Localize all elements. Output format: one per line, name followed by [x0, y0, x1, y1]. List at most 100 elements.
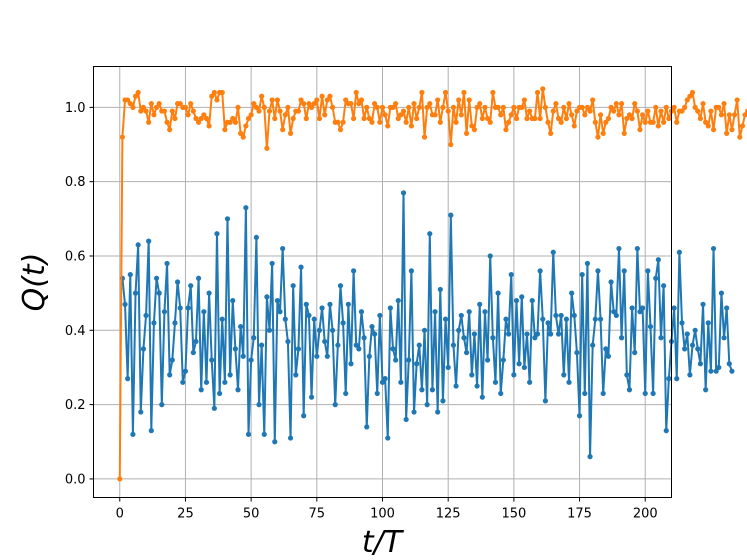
data-point: [390, 346, 396, 352]
data-point: [506, 119, 512, 125]
data-point: [611, 108, 617, 114]
data-point: [219, 316, 225, 322]
data-point: [364, 104, 370, 110]
data-point: [513, 297, 520, 304]
data-point: [146, 119, 152, 125]
data-point: [558, 312, 564, 319]
data-point: [411, 409, 417, 415]
data-point: [663, 428, 669, 434]
data-point: [655, 123, 661, 129]
data-point: [351, 115, 357, 122]
data-point: [613, 312, 619, 319]
data-point: [227, 372, 233, 378]
data-point: [718, 290, 725, 296]
data-point: [245, 431, 252, 437]
data-point: [188, 283, 194, 289]
data-point: [574, 108, 580, 114]
data-point: [674, 376, 680, 382]
data-point: [130, 104, 136, 110]
data-point: [603, 346, 609, 352]
data-point: [597, 316, 604, 322]
data-point: [500, 357, 506, 363]
x-tick-label: 100: [370, 507, 395, 522]
data-point: [682, 346, 688, 352]
data-point: [731, 112, 738, 118]
data-point: [298, 264, 304, 270]
data-point: [587, 454, 593, 460]
data-point: [477, 101, 483, 107]
data-point: [435, 97, 441, 103]
data-point: [724, 130, 730, 136]
data-point: [185, 305, 191, 311]
data-point: [172, 115, 178, 122]
grid: [93, 66, 672, 498]
data-point: [458, 112, 464, 118]
data-point: [211, 89, 217, 96]
data-point: [161, 309, 168, 315]
data-point: [306, 101, 312, 107]
data-point: [379, 104, 386, 110]
data-point: [366, 353, 372, 359]
data-point: [156, 101, 162, 107]
data-point: [490, 335, 496, 341]
data-point: [353, 89, 359, 96]
x-tick-label: 0: [116, 507, 124, 522]
data-point: [348, 361, 354, 367]
data-point: [566, 101, 572, 107]
data-point: [201, 309, 207, 315]
data-point: [448, 141, 454, 148]
data-point: [151, 112, 157, 118]
data-point: [537, 115, 543, 122]
data-point: [608, 104, 614, 110]
data-point: [122, 301, 128, 307]
data-point: [287, 130, 294, 136]
data-point: [626, 387, 633, 393]
data-point: [658, 335, 664, 341]
data-point: [248, 357, 254, 363]
data-point: [640, 112, 646, 118]
data-point: [729, 368, 735, 374]
data-point: [398, 379, 404, 385]
data-point: [203, 379, 210, 385]
data-point: [695, 346, 701, 352]
data-point: [456, 327, 462, 333]
data-point: [716, 364, 722, 371]
data-point: [366, 115, 372, 122]
data-point: [253, 234, 259, 241]
data-point: [427, 231, 433, 237]
data-point: [645, 268, 651, 274]
data-point: [482, 309, 488, 315]
data-point: [180, 379, 186, 385]
data-point: [272, 439, 278, 445]
data-point: [453, 119, 459, 125]
data-point: [637, 309, 643, 315]
data-point: [127, 101, 133, 107]
data-point: [600, 130, 606, 136]
data-point: [308, 394, 315, 400]
data-point: [671, 104, 677, 110]
data-point: [624, 372, 630, 378]
data-point: [167, 127, 173, 133]
data-point: [532, 335, 538, 341]
data-point: [316, 327, 323, 333]
x-tick-label: 50: [243, 507, 260, 522]
data-point: [708, 108, 714, 114]
data-point: [277, 108, 283, 114]
data-point: [400, 190, 407, 196]
data-point: [298, 97, 304, 103]
data-point: [590, 97, 596, 103]
data-point: [125, 376, 131, 382]
data-point: [280, 127, 286, 133]
data-point: [345, 301, 351, 307]
data-point: [416, 342, 422, 348]
data-point: [705, 123, 711, 129]
data-point: [385, 123, 391, 129]
series-2-line: [118, 87, 747, 479]
data-point: [224, 216, 231, 222]
data-point: [358, 97, 365, 103]
data-point: [479, 115, 485, 122]
x-tick-label: 125: [436, 507, 461, 522]
data-point: [235, 104, 241, 110]
data-point: [540, 316, 546, 322]
